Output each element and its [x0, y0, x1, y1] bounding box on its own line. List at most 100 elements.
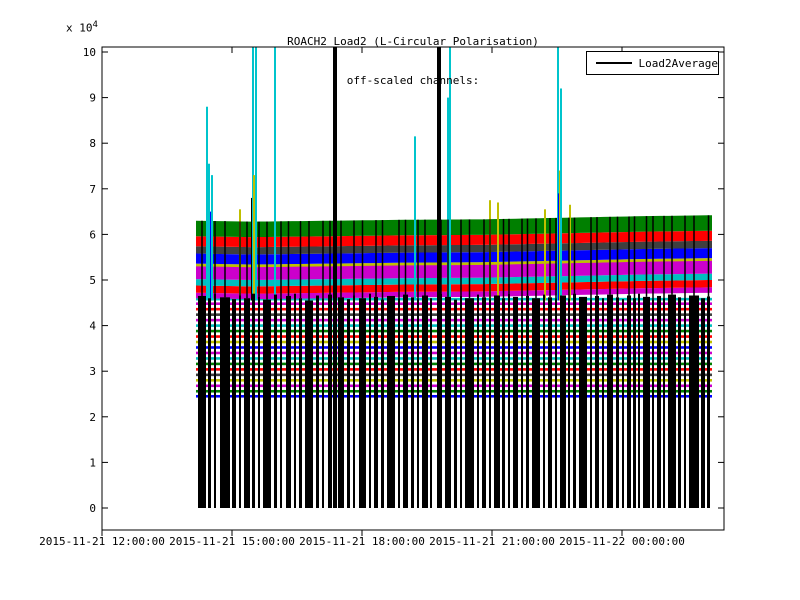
- spike: [560, 88, 562, 301]
- dropout-thin-line: [246, 221, 248, 299]
- x-tick-label: 2015-11-21 18:00:00: [299, 535, 425, 548]
- spike: [253, 175, 255, 301]
- dropout-bar: [198, 295, 206, 508]
- dropout-thin-line: [287, 221, 290, 296]
- axes-box: [101, 46, 725, 531]
- dropout-thin-line: [707, 215, 710, 297]
- dropout-thin-line: [375, 220, 377, 297]
- dropout-bar: [627, 295, 631, 508]
- dropout-bar: [643, 296, 650, 508]
- dropout-thin-line: [460, 219, 462, 296]
- dropout-bar: [616, 297, 619, 508]
- dropout-bar: [555, 299, 557, 508]
- spike: [208, 163, 210, 301]
- dropout-bar: [489, 299, 491, 508]
- dropout-thin-line: [381, 220, 384, 300]
- dropout-bar: [668, 294, 676, 508]
- dropout-thin-line: [489, 219, 491, 300]
- dropout-bar: [579, 296, 587, 508]
- dropout-bar: [513, 296, 518, 508]
- dropout-bar: [305, 300, 313, 508]
- dropout-bar: [239, 295, 241, 508]
- dropout-thin-line: [468, 219, 471, 299]
- x-tick-label: 2015-11-21 21:00:00: [429, 535, 555, 548]
- dropout-bar: [387, 295, 395, 508]
- dropout-bar: [430, 298, 432, 508]
- band-layer: [196, 230, 712, 248]
- dropout-bar: [381, 299, 384, 508]
- dropout-bar: [460, 295, 462, 508]
- spike: [211, 175, 213, 301]
- dropout-bar: [411, 297, 414, 508]
- dropout-bar: [607, 294, 613, 508]
- spike: [569, 204, 571, 301]
- chart-title: ROACH2 Load2 (L-Circular Polarisation): [287, 35, 539, 48]
- dropout-thin-line: [308, 221, 310, 301]
- band-layer: [196, 259, 712, 280]
- dropout-bar: [417, 299, 419, 508]
- dropout-bar: [274, 294, 277, 508]
- dropout-bar: [244, 298, 250, 508]
- dropout-bar: [445, 296, 451, 508]
- y-tick-label: 6: [89, 228, 96, 241]
- dropout-bar: [258, 296, 260, 508]
- dropout-bar: [263, 299, 271, 508]
- dropout-bar: [548, 297, 552, 508]
- dropout-thin-line: [340, 220, 342, 298]
- y-tick-label: 7: [89, 183, 96, 196]
- full-dropout-line: [333, 47, 337, 508]
- dropout-thin-line: [616, 216, 619, 298]
- dropout-bar: [422, 295, 428, 508]
- band-layer: [196, 280, 712, 294]
- y-tick-label: 8: [89, 137, 96, 150]
- chart-title-block: ROACH2 Load2 (L-Circular Polarisation) o…: [102, 9, 724, 113]
- dropout-bar: [543, 294, 545, 508]
- dropout-bar: [374, 296, 378, 508]
- legend-box[interactable]: Load2Average: [586, 51, 719, 75]
- dropout-thin-line: [280, 221, 282, 299]
- dropout-thin-line: [596, 217, 598, 296]
- dropout-bar: [286, 295, 291, 508]
- dropout-thin-line: [568, 217, 570, 299]
- dropout-bar: [595, 295, 599, 508]
- dropout-bar: [707, 296, 710, 508]
- dropout-thin-line: [502, 218, 505, 299]
- band-layer: [196, 215, 712, 238]
- dropout-bar: [477, 294, 479, 508]
- dropout-bar: [526, 295, 529, 508]
- dropout-thin-line: [329, 220, 331, 295]
- y-tick-label: 1: [89, 456, 96, 469]
- dropout-bar: [521, 299, 523, 508]
- spike: [252, 47, 254, 301]
- dropout-bar: [560, 295, 566, 508]
- dropout-thin-line: [214, 221, 216, 294]
- dropout-thin-line: [361, 220, 364, 299]
- exponent-power: 4: [92, 20, 98, 30]
- dropout-thin-line: [424, 219, 426, 296]
- dropout-bar: [657, 295, 661, 508]
- y-tick-label: 2: [89, 411, 96, 424]
- dropout-thin-line: [322, 220, 324, 299]
- dropout-bar: [316, 295, 319, 508]
- dropout-thin-line: [684, 215, 686, 300]
- dropout-bar: [338, 297, 344, 508]
- y-tick-label: 4: [89, 320, 96, 333]
- dropout-bar: [214, 293, 216, 508]
- dropout-thin-line: [299, 221, 302, 299]
- dropout-bar: [494, 295, 500, 508]
- chart-subtitle: off-scaled channels:: [346, 74, 480, 87]
- legend-line-sample: [596, 62, 632, 64]
- band-layer: [196, 240, 712, 255]
- dropout-bar: [220, 297, 230, 508]
- dropout-bar: [252, 293, 255, 508]
- dropout-thin-line: [590, 217, 592, 300]
- band-layer: [196, 287, 712, 300]
- dropout-thin-line: [652, 216, 654, 300]
- dropout-thin-line: [521, 218, 523, 300]
- dropout-bar: [622, 299, 624, 508]
- dropout-bar: [573, 293, 576, 508]
- dropout-bar: [294, 293, 296, 508]
- dropout-thin-line: [573, 217, 576, 294]
